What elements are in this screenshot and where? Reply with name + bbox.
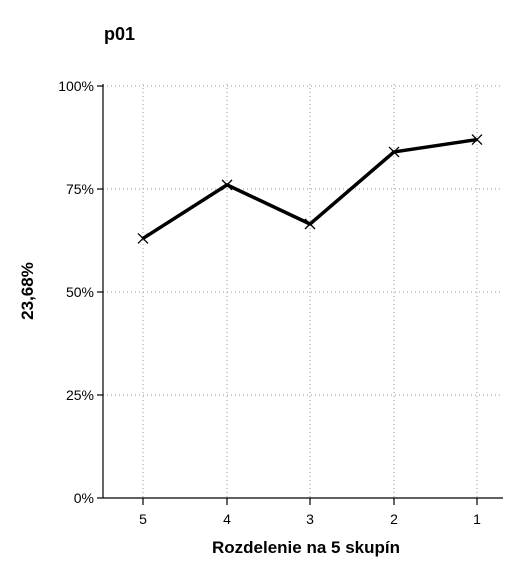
chart-title: p01	[104, 24, 135, 44]
y-tick-label: 0%	[74, 490, 94, 506]
data-point-marker	[304, 218, 316, 230]
x-axis-label: Rozdelenie na 5 skupín	[212, 538, 400, 557]
data-point-marker	[137, 232, 149, 244]
data-point	[471, 134, 483, 146]
data-point-marker	[388, 146, 400, 158]
x-tick-label: 1	[473, 511, 481, 527]
data-point	[221, 179, 233, 191]
data-point-marker	[471, 134, 483, 146]
x-tick-label: 3	[306, 511, 314, 527]
data-point	[388, 146, 400, 158]
y-axis-label: 23,68%	[18, 262, 37, 320]
y-tick-label: 25%	[66, 387, 94, 403]
x-axis-ticks: 5 4 3 2 1	[139, 498, 481, 527]
data-point-marker	[221, 179, 233, 191]
y-tick-label: 100%	[58, 78, 94, 94]
grid	[103, 84, 503, 498]
series-layer	[137, 134, 483, 244]
x-tick-label: 2	[390, 511, 398, 527]
x-tick-label: 4	[223, 511, 231, 527]
y-tick-label: 75%	[66, 181, 94, 197]
y-tick-label: 50%	[66, 284, 94, 300]
y-axis-ticks: 0% 25% 50% 75% 100%	[58, 78, 103, 506]
x-tick-label: 5	[139, 511, 147, 527]
data-point	[137, 232, 149, 244]
data-point	[304, 218, 316, 230]
